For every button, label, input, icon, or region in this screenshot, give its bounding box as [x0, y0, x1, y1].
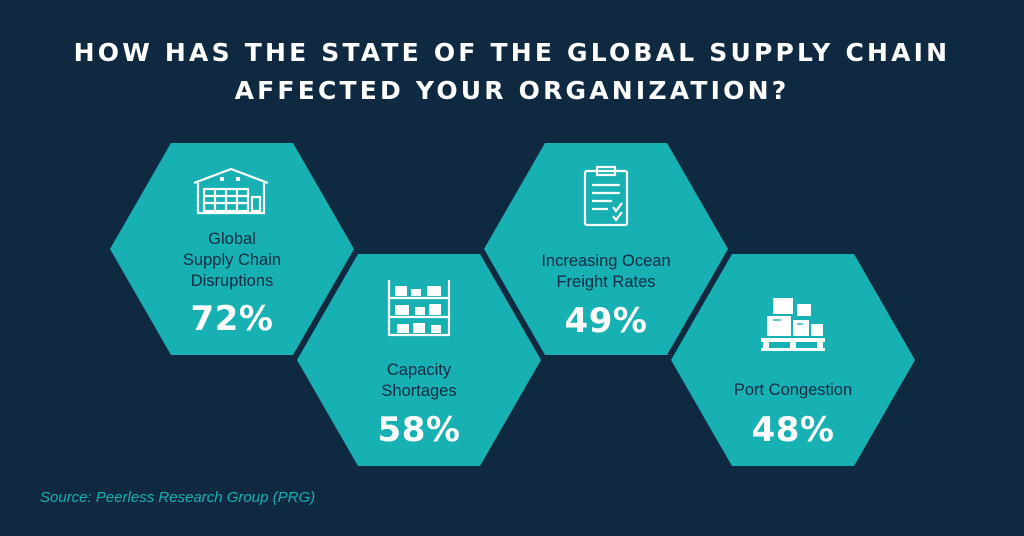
stat-hex-capacity-shortages: Capacity Shortages 58% [297, 254, 541, 466]
pallet-boxes-icon [761, 298, 825, 351]
stat-label: Global Supply Chain Disruptions [132, 229, 332, 292]
warehouse-icon [193, 167, 269, 215]
clipboard-icon [583, 165, 629, 227]
stat-label: Port Congestion [693, 380, 893, 401]
stat-hex-global-disruptions: Global Supply Chain Disruptions 72% [110, 143, 354, 355]
stat-value: 72% [190, 299, 274, 339]
stat-label: Capacity Shortages [319, 360, 519, 402]
title-line-2: AFFECTED YOUR ORGANIZATION? [234, 76, 790, 105]
label-line: Capacity [386, 361, 452, 379]
stat-value: 48% [751, 410, 835, 450]
label-line: Global [208, 230, 256, 248]
hexagon-shape [484, 143, 728, 355]
hexagon-shape [110, 143, 354, 355]
stat-hex-port-congestion: Port Congestion 48% [671, 254, 915, 466]
label-line: Port Congestion [733, 381, 853, 399]
shelving-icon [387, 280, 451, 337]
title-line-1: HOW HAS THE STATE OF THE GLOBAL SUPPLY C… [73, 38, 951, 67]
stat-hex-ocean-freight: Increasing Ocean Freight Rates 49% [484, 143, 728, 355]
label-line: Freight Rates [556, 273, 656, 291]
label-line: Supply Chain [182, 251, 282, 269]
label-line: Increasing Ocean [541, 252, 671, 270]
stat-label: Increasing Ocean Freight Rates [506, 251, 706, 293]
hexagon-shape [671, 254, 915, 466]
stat-value: 58% [377, 410, 461, 450]
stat-value: 49% [564, 301, 648, 341]
hexagon-shape [297, 254, 541, 466]
chart-title: HOW HAS THE STATE OF THE GLOBAL SUPPLY C… [0, 34, 1024, 110]
label-line: Shortages [381, 382, 457, 400]
source-caption: Source: Peerless Research Group (PRG) [40, 489, 316, 506]
label-line: Disruptions [190, 272, 274, 290]
